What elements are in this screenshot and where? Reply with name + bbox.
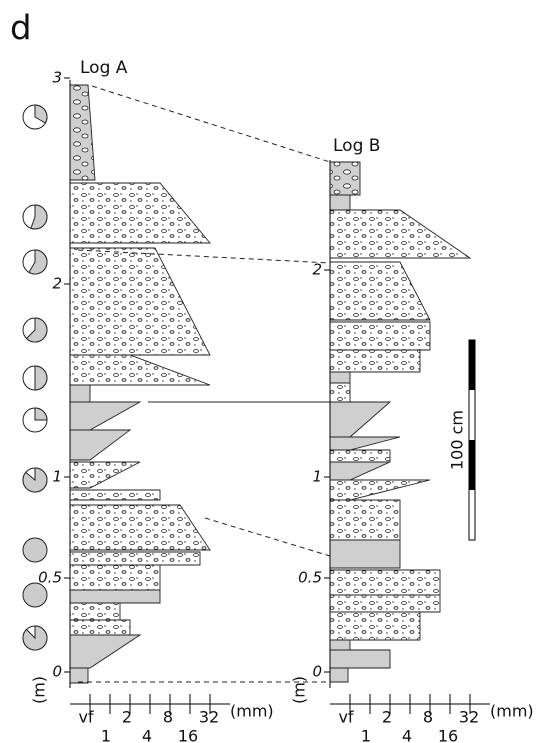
bed [330,595,440,612]
bed [330,383,350,402]
scale-label: 100 cm [448,410,467,470]
orientation-symbol [23,538,47,562]
log-title: Log B [333,136,380,156]
orientation-symbol [23,583,47,607]
grain-label: vf [78,708,93,727]
orientation-symbol [23,205,47,229]
bed [330,322,430,350]
height-tick-label: 0 [312,663,322,681]
bed [330,195,350,210]
circle [23,583,47,607]
bed [330,372,350,383]
height-tick-label: 2 [312,261,322,279]
bed [330,162,360,195]
sector [23,626,47,650]
height-tick-label: 2 [52,275,62,293]
orientation-symbol [23,105,47,129]
bed [330,540,400,568]
log-title: Log A [80,58,128,78]
grain-label: 16 [438,727,458,743]
bed [330,480,430,500]
bed [330,437,400,450]
orientation-symbol [23,318,47,342]
bed [70,385,90,402]
bed [70,183,210,243]
height-unit: (m) [30,676,49,704]
panel-label: d [10,9,32,49]
height-tick-label: 1 [312,468,322,486]
sector [35,366,47,390]
grain-label: 8 [423,708,433,727]
grain-label: 8 [163,708,173,727]
bed [70,590,160,603]
sector [35,408,47,420]
circle [23,538,47,562]
orientation-symbol [23,468,47,492]
bed [330,262,430,320]
bed [330,450,390,462]
orientation-symbol [23,250,47,274]
height-tick-label: 0.5 [38,569,62,587]
bed [330,668,348,682]
orientation-symbol [23,366,47,390]
bed [70,430,130,460]
scale-bar [469,340,475,540]
bed [70,668,88,683]
grain-unit: (mm) [490,702,534,721]
grain-label: 32 [459,708,479,727]
grain-label: 1 [101,727,111,743]
figure: d Log A Log B 100 cm (m) (m) 00.512300.5… [0,0,544,743]
bed [70,552,200,565]
bed [330,650,390,668]
grain-label: 1 [361,727,371,743]
bed [70,85,95,180]
height-tick-label: 3 [52,69,62,87]
grain-label: 32 [199,708,219,727]
bed [70,248,210,355]
height-unit: (m) [290,676,309,704]
bed [70,603,120,620]
bed [330,350,420,372]
height-tick-label: 0.5 [298,569,322,587]
bed [70,620,130,635]
grain-unit: (mm) [230,702,274,721]
bed [70,490,160,500]
bed [70,402,140,430]
grain-label: vf [338,708,353,727]
height-tick-label: 0 [52,663,62,681]
bed [70,462,140,488]
bed [330,462,390,480]
bed [330,612,420,640]
orientation-symbol [23,626,47,650]
bed [70,355,210,385]
bed [70,505,210,550]
grain-label: 2 [122,708,132,727]
grain-label: 2 [382,708,392,727]
bed [70,565,160,590]
bed [330,210,470,258]
grain-label: 4 [402,727,412,743]
bed [330,570,440,595]
height-tick-label: 1 [52,468,62,486]
bed [330,402,390,437]
bed [70,635,140,668]
grain-label: 4 [142,727,152,743]
bed [330,640,350,650]
orientation-symbol [23,408,47,432]
grain-label: 16 [178,727,198,743]
bed [330,500,400,540]
